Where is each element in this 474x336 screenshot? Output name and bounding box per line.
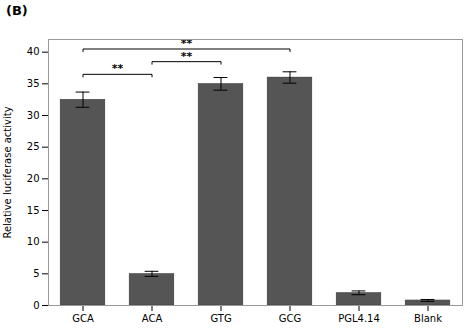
svg-text:ACA: ACA [142, 313, 163, 324]
svg-text:GCA: GCA [72, 313, 94, 324]
svg-text:15: 15 [27, 205, 40, 216]
svg-text:**: ** [112, 62, 124, 75]
svg-text:25: 25 [27, 141, 40, 152]
svg-text:PGL4.14: PGL4.14 [338, 313, 380, 324]
svg-text:GTG: GTG [210, 313, 231, 324]
svg-text:35: 35 [27, 78, 40, 89]
svg-text:0: 0 [33, 300, 39, 311]
svg-text:20: 20 [27, 173, 40, 184]
svg-text:Blank: Blank [414, 313, 442, 324]
svg-text:Relative luciferase activity: Relative luciferase activity [2, 106, 13, 238]
svg-text:**: ** [181, 50, 193, 63]
svg-text:10: 10 [27, 236, 40, 247]
svg-text:30: 30 [27, 110, 40, 121]
html-text:(B): (B) [6, 3, 28, 18]
svg-text:5: 5 [33, 268, 39, 279]
svg-text:GCG: GCG [279, 313, 301, 324]
svg-text:40: 40 [27, 46, 40, 57]
